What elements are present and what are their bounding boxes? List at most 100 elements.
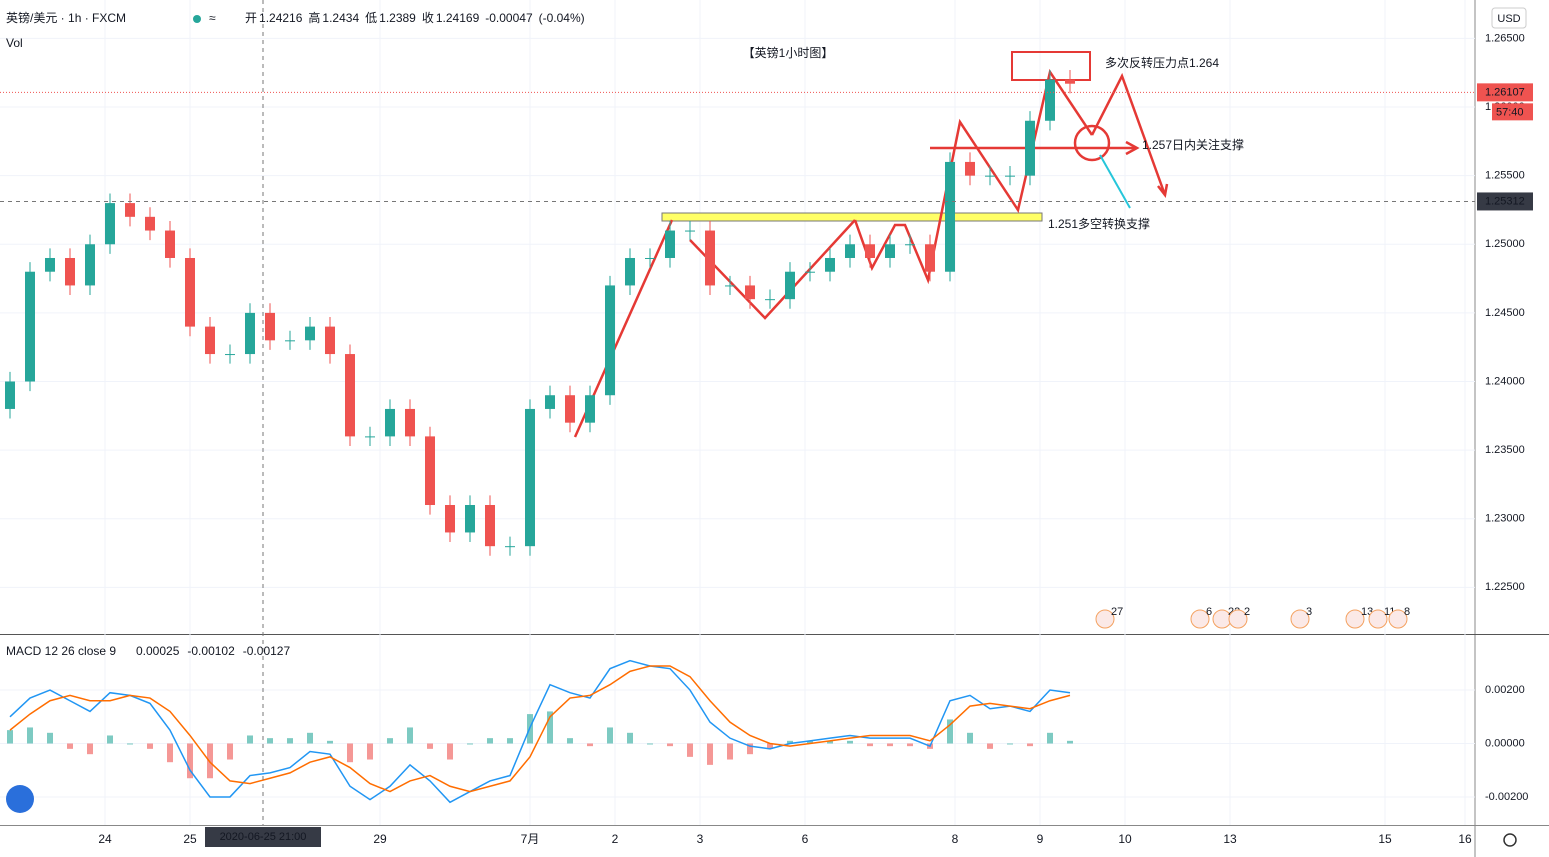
macd-histogram-bar	[87, 743, 93, 755]
macd-histogram-bar	[567, 738, 573, 744]
y-tick-label: 1.24500	[1485, 307, 1525, 319]
ohlc-label: 开	[245, 11, 257, 25]
macd-histogram-bar	[1027, 743, 1033, 747]
x-tick-label: 8	[952, 832, 959, 846]
candle-body	[565, 395, 575, 423]
macd-histogram-bar	[127, 743, 133, 745]
y-tick-label: 1.24000	[1485, 375, 1525, 387]
macd-histogram-bar	[407, 727, 413, 744]
event-count: 2	[1244, 606, 1250, 618]
candle-body	[845, 244, 855, 258]
macd-histogram-bar	[1067, 740, 1073, 744]
macd-legend-value: 0.00025	[136, 644, 180, 658]
candle-body	[345, 354, 355, 437]
candle-body	[1025, 120, 1035, 176]
x-tick-label: 9	[1037, 832, 1044, 846]
symbol: 英镑/美元 · 1h · FXCM	[6, 10, 126, 25]
x-tick-label: 7月	[521, 832, 540, 846]
macd-histogram-bar	[867, 743, 873, 747]
candle-body	[1065, 79, 1075, 84]
macd-histogram-bar	[367, 743, 373, 760]
macd-histogram-bar	[947, 719, 953, 744]
logo	[6, 785, 34, 813]
forecast-arrow	[1090, 72, 1167, 196]
macd-histogram-bar	[387, 738, 393, 744]
candle-body	[745, 285, 755, 300]
macd-histogram-bar	[67, 743, 73, 749]
x-tick-label: 13	[1223, 832, 1237, 846]
countdown-tag	[1492, 103, 1533, 121]
candle-body	[525, 408, 535, 547]
last-price-label: 1.26107	[1485, 86, 1525, 98]
status-icon: ≈	[209, 11, 216, 25]
macd-histogram-bar	[27, 727, 33, 744]
candle-body	[265, 312, 275, 341]
event-icon	[1345, 609, 1365, 629]
candle-body	[725, 285, 735, 287]
candle-body	[465, 505, 475, 533]
candle-body	[85, 244, 95, 286]
candle-body	[945, 161, 955, 272]
x-tick-label: 29	[373, 832, 387, 846]
candle-body	[1005, 175, 1015, 177]
candle-body	[645, 257, 655, 259]
change: -0.00047	[485, 11, 533, 25]
macd-histogram-bar	[327, 740, 333, 744]
drawings	[573, 51, 1169, 438]
macd-histogram-bar	[847, 740, 853, 744]
event-count: 8	[1404, 606, 1410, 618]
macd-histogram-bar	[1007, 743, 1013, 745]
candle-body	[985, 175, 995, 177]
ohlc-label: 高	[308, 10, 320, 25]
candle-body	[885, 244, 895, 258]
macd-histogram-bar	[267, 738, 273, 744]
candle-body	[145, 216, 155, 231]
macd-histogram-bar	[827, 740, 833, 744]
candle-body	[365, 436, 375, 438]
x-tick-label: 3	[697, 832, 704, 846]
candle-body	[45, 257, 55, 272]
macd-histogram-bar	[347, 743, 353, 763]
candle-body	[905, 244, 915, 246]
crosshair-time-tag	[205, 827, 321, 847]
y-tick-label: 1.23500	[1485, 444, 1525, 456]
y-tick-label: -0.00200	[1485, 791, 1528, 803]
macd-histogram-bar	[907, 743, 913, 747]
event-count: 27	[1111, 606, 1123, 618]
macd-histogram-bar	[167, 743, 173, 763]
currency: USD	[1497, 13, 1520, 25]
candle-body	[405, 408, 415, 437]
settings-icon[interactable]	[1503, 833, 1517, 847]
candle-body	[185, 257, 195, 327]
candle-body	[625, 257, 635, 286]
y-tick-label: 0.00000	[1485, 737, 1525, 749]
macd-histogram-bar	[147, 743, 153, 749]
candle-body	[785, 271, 795, 300]
macd-legend-value: -0.00127	[243, 644, 291, 658]
candle-body	[485, 505, 495, 547]
alt-arrow	[1099, 154, 1131, 209]
candle-body	[765, 299, 775, 301]
macd-histogram-bar	[187, 743, 193, 779]
macd-histogram-bar	[627, 732, 633, 744]
ohlc-label: 低	[365, 11, 377, 25]
macd-histogram-bar	[427, 743, 433, 749]
macd-histogram-bar	[807, 740, 813, 744]
candle-body	[285, 340, 295, 342]
y-tick-label: 1.25500	[1485, 170, 1525, 182]
candle-body	[425, 436, 435, 506]
event-icon	[1095, 609, 1115, 629]
status-dot	[193, 15, 201, 23]
change-pct: (-0.04%)	[539, 11, 585, 25]
macd-histogram-bar	[987, 743, 993, 749]
candle-body	[105, 203, 115, 245]
y-tick-label: 0.00200	[1485, 684, 1525, 696]
candle-body	[225, 354, 235, 356]
ohlc-label: 收	[422, 11, 434, 25]
ohlc-value: 1.24169	[436, 11, 480, 25]
event-count: 11	[1384, 606, 1395, 618]
macd-histogram-bar	[227, 743, 233, 760]
crosshair-time-label: 2020-06-25 21:00	[220, 831, 307, 843]
candle-body	[545, 395, 555, 409]
